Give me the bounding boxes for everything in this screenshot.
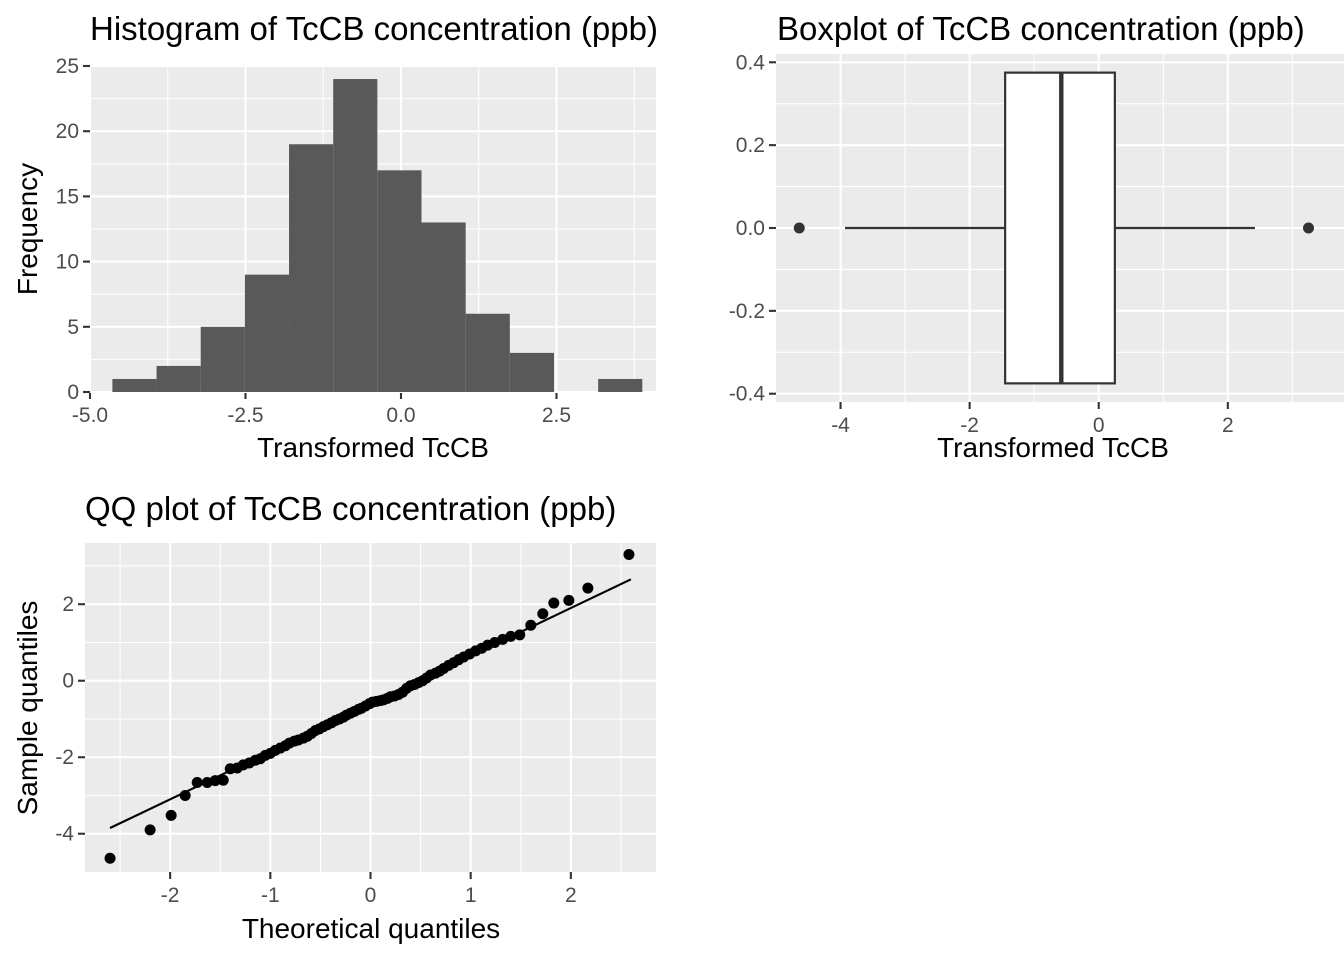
histogram-y-tick-label: 0 <box>67 381 79 404</box>
histogram-panel: Histogram of TcCB concentration (ppb) Tr… <box>12 10 658 463</box>
boxplot-y-tick-label: 0.0 <box>736 217 765 240</box>
boxplot-title: Boxplot of TcCB concentration (ppb) <box>777 10 1305 47</box>
histogram-y-tick-label: 15 <box>56 185 79 208</box>
histogram-y-tick-label: 5 <box>67 316 79 339</box>
boxplot-y-tick-label: -0.4 <box>729 383 766 406</box>
boxplot-outlier-point <box>793 222 805 234</box>
boxplot-panel: Boxplot of TcCB concentration (ppb) Tran… <box>729 10 1344 463</box>
qq-data-point <box>209 775 221 787</box>
histogram-bar <box>289 144 334 392</box>
qq-plot-y-tick-label: -4 <box>55 823 74 846</box>
boxplot-y-tick-label: 0.4 <box>736 51 766 74</box>
qq-data-point <box>104 852 116 864</box>
boxplot-x-axis-title: Transformed TcCB <box>937 432 1169 463</box>
histogram-y-tick-label: 25 <box>56 55 79 78</box>
qq-data-point <box>514 629 526 641</box>
qq-data-point <box>217 774 229 786</box>
histogram-bar <box>465 313 510 392</box>
boxplot-x-tick-label: 0 <box>1093 414 1105 437</box>
qq-plot-title: QQ plot of TcCB concentration (ppb) <box>85 490 616 527</box>
qq-data-point <box>537 608 549 620</box>
histogram-bar <box>421 222 466 392</box>
qq-plot-y-tick-label: -2 <box>55 746 74 769</box>
qq-data-point <box>548 597 560 609</box>
boxplot-x-tick-label: 2 <box>1222 414 1234 437</box>
histogram-bar <box>509 352 554 392</box>
qq-data-point <box>505 630 517 642</box>
qq-data-point <box>191 776 203 788</box>
histogram-y-tick-label: 10 <box>56 251 79 274</box>
qq-plot-x-tick-label: -2 <box>161 884 180 907</box>
qq-data-point <box>144 824 156 836</box>
histogram-x-axis-title: Transformed TcCB <box>257 432 489 463</box>
boxplot-x-tick-label: -2 <box>960 414 979 437</box>
histogram-y-axis-title: Frequency <box>12 163 43 295</box>
histogram-bar <box>598 378 643 392</box>
histogram-bar <box>156 365 201 392</box>
histogram-bar <box>244 274 290 392</box>
boxplot-x-tick-label: -4 <box>831 414 850 437</box>
qq-plot-x-tick-label: 0 <box>365 884 377 907</box>
qq-plot-x-axis-title: Theoretical quantiles <box>242 913 500 944</box>
qq-plot-panel: QQ plot of TcCB concentration (ppb) Theo… <box>12 490 656 944</box>
qq-data-point <box>179 789 191 801</box>
qq-plot-x-tick-label: 1 <box>465 884 477 907</box>
histogram-bar <box>333 79 378 392</box>
qq-plot-y-tick-label: 2 <box>62 593 74 616</box>
histogram-x-tick-label: -5.0 <box>72 404 108 427</box>
qq-plot-x-tick-label: -1 <box>261 884 280 907</box>
qq-data-point <box>165 809 177 821</box>
qq-data-point <box>623 548 635 560</box>
histogram-x-tick-label: 0.0 <box>386 404 415 427</box>
boxplot-y-tick-label: -0.2 <box>729 300 765 323</box>
qq-plot-y-tick-label: 0 <box>62 670 74 693</box>
qq-data-point <box>525 619 537 631</box>
qq-plot-x-tick-label: 2 <box>565 884 577 907</box>
histogram-bar <box>377 170 422 392</box>
histogram-bar <box>112 378 157 392</box>
boxplot-outlier-point <box>1303 222 1314 234</box>
qq-data-point <box>582 582 594 594</box>
histogram-title: Histogram of TcCB concentration (ppb) <box>90 10 658 47</box>
histogram-x-tick-label: -2.5 <box>227 404 263 427</box>
histogram-x-tick-label: 2.5 <box>542 404 571 427</box>
histogram-y-tick-label: 20 <box>56 120 79 143</box>
qq-data-point <box>563 594 575 606</box>
qq-plot-y-axis-title: Sample quantiles <box>12 601 43 816</box>
histogram-bar <box>200 326 245 392</box>
boxplot-y-tick-label: 0.2 <box>736 134 765 157</box>
